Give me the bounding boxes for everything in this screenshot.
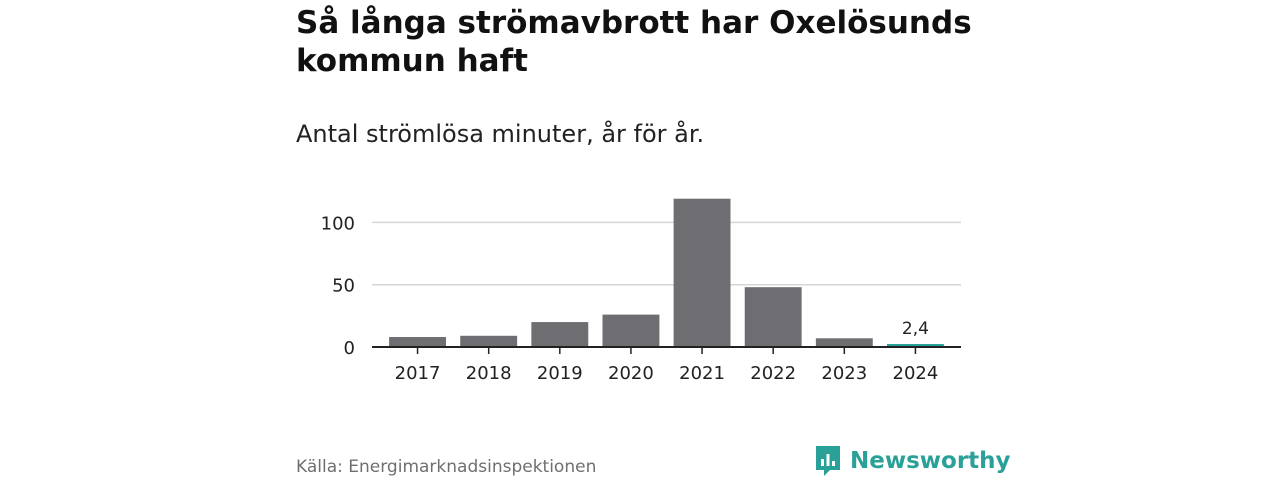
chart-subtitle: Antal strömlösa minuter, år för år. xyxy=(296,120,705,148)
y-tick-label: 0 xyxy=(344,338,355,359)
x-tick-label: 2017 xyxy=(395,363,441,384)
bar-2020 xyxy=(602,314,660,347)
y-tick-label: 50 xyxy=(332,276,355,297)
newsworthy-logo-icon xyxy=(816,446,840,476)
x-tick-label: 2021 xyxy=(679,363,725,384)
source-note: Källa: Energimarknadsinspektionen xyxy=(296,457,597,477)
brand-name: Newsworthy xyxy=(850,448,1011,474)
bar-2017 xyxy=(389,337,447,347)
bar-2023 xyxy=(815,338,873,347)
x-tick-label: 2022 xyxy=(750,363,796,384)
x-tick-label: 2020 xyxy=(608,363,654,384)
x-tick-label: 2019 xyxy=(537,363,583,384)
data-label: 2,4 xyxy=(902,319,929,339)
bar-2024 xyxy=(886,344,944,347)
brand-logo: Newsworthy xyxy=(814,444,1011,478)
bar-2019 xyxy=(531,322,589,347)
chart-title: Så långa strömavbrott har Oxelösunds kom… xyxy=(296,5,972,79)
bar-2021 xyxy=(673,198,731,347)
x-tick-label: 2018 xyxy=(466,363,512,384)
x-tick-label: 2023 xyxy=(821,363,867,384)
bar-2022 xyxy=(744,287,802,347)
y-tick-label: 100 xyxy=(321,213,355,234)
x-tick-label: 2024 xyxy=(893,363,939,384)
bar-2018 xyxy=(460,335,518,347)
